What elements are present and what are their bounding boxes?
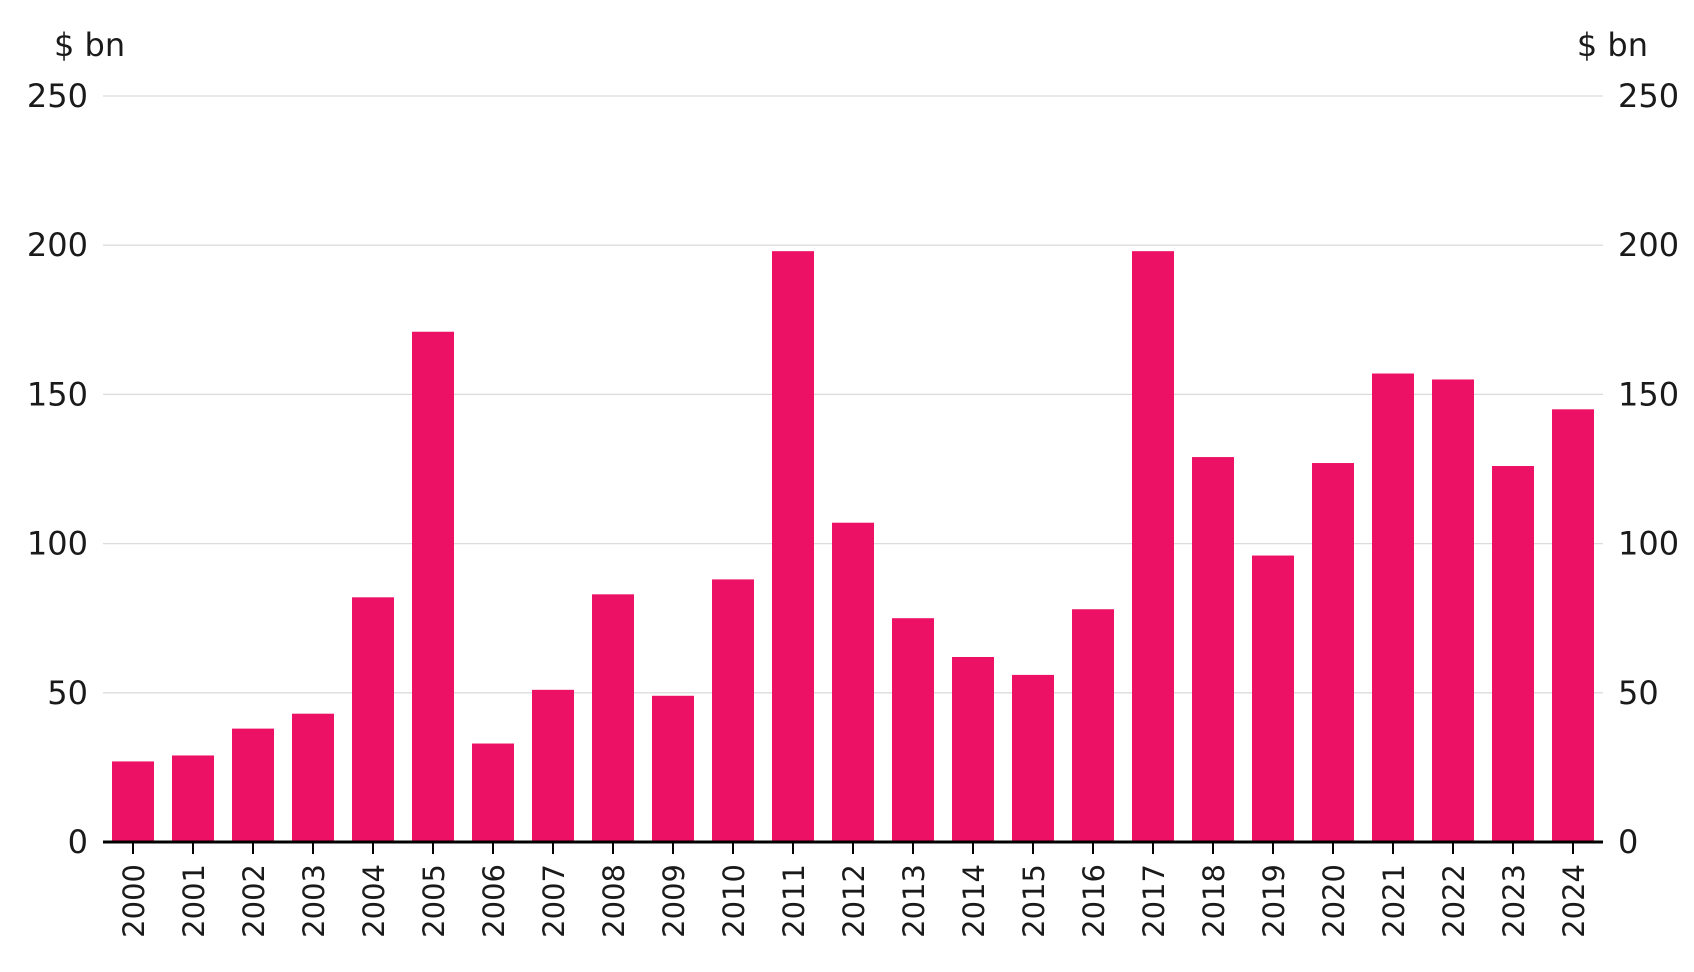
x-tick-label: 2021 [1377,864,1411,938]
bar [232,728,274,842]
bar [592,594,634,842]
bar [952,656,994,842]
y-tick-label-right: 50 [1618,674,1659,712]
x-tick-label: 2006 [477,864,511,938]
x-tick-label: 2008 [597,864,631,938]
y-tick-label-left: 50 [47,674,88,712]
x-tick-label: 2017 [1137,864,1171,938]
bar [892,618,934,842]
x-tick-label: 2014 [957,864,991,938]
y-axis-unit-right: $ bn [1577,26,1648,64]
bar [352,597,394,842]
bar [112,761,154,842]
y-tick-label-right: 200 [1618,226,1679,264]
x-tick-label: 2018 [1197,864,1231,938]
y-tick-label-right: 0 [1618,823,1638,861]
bar [1192,457,1234,842]
bar [1252,555,1294,842]
bar [412,331,454,842]
bar [172,755,214,842]
x-tick-label: 2001 [177,864,211,938]
y-tick-label-left: 150 [27,375,88,413]
y-tick-label-left: 100 [27,525,88,563]
bar [532,689,574,842]
x-tick-marks [132,842,1574,854]
bar [652,695,694,842]
bar [1072,609,1114,842]
y-tick-label-right: 100 [1618,525,1679,563]
x-tick-label: 2007 [537,864,571,938]
x-tick-label: 2022 [1437,864,1471,938]
bar [832,522,874,842]
x-tick-label: 2005 [417,864,451,938]
y-tick-label-left: 0 [68,823,88,861]
x-tick-label: 2010 [717,864,751,938]
bar [1372,373,1414,842]
bar [712,579,754,842]
bar [1132,251,1174,843]
x-tick-label: 2015 [1017,864,1051,938]
bars [112,251,1594,843]
x-tick-label: 2024 [1557,864,1591,938]
x-tick-label: 2016 [1077,864,1111,938]
x-tick-label: 2009 [657,864,691,938]
bar [1492,466,1534,842]
x-tick-label: 2023 [1497,864,1531,938]
x-tick-label: 2004 [357,864,391,938]
y-tick-label-left: 200 [27,226,88,264]
y-tick-label-right: 150 [1618,375,1679,413]
x-tick-label: 2019 [1257,864,1291,938]
bar [1312,463,1354,842]
x-tick-label: 2013 [897,864,931,938]
x-tick-label: 2012 [837,864,871,938]
x-tick-label: 2003 [297,864,331,938]
x-tick-labels: 2000 2001 2002 2003 2004 2005 2006 2007 2008 2009… [117,864,1591,938]
x-tick-label: 2002 [237,864,271,938]
y-tick-label-right: 250 [1618,77,1679,115]
bar [1012,674,1054,842]
x-tick-label: 2020 [1317,864,1351,938]
bar [472,743,514,842]
y-tick-labels-left: 0 50 100 150 200 250 [27,77,88,861]
x-tick-label: 2011 [777,864,811,938]
x-tick-label: 2000 [117,864,151,938]
bar [1432,379,1474,842]
bar [772,251,814,843]
bar [1552,409,1594,842]
y-tick-label-left: 250 [27,77,88,115]
bar [292,713,334,842]
y-axis-unit-left: $ bn [54,26,125,64]
y-tick-labels-right: 0 50 100 150 200 250 [1618,77,1679,861]
